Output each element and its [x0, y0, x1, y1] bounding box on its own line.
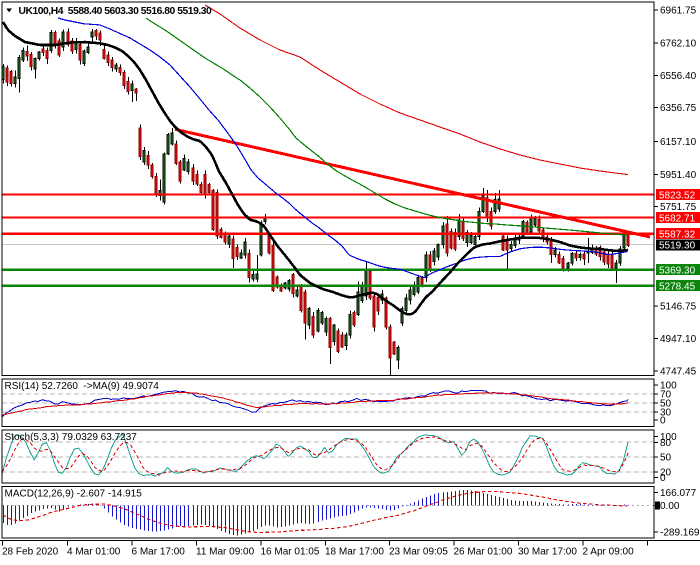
svg-text:80: 80 [660, 438, 672, 449]
svg-text:5146.75: 5146.75 [660, 302, 697, 313]
svg-text:30: 30 [660, 408, 672, 419]
svg-text:20: 20 [660, 468, 672, 479]
svg-text:50: 50 [660, 452, 672, 463]
svg-text:5519.30: 5519.30 [659, 241, 696, 252]
svg-text:5951.40: 5951.40 [660, 170, 697, 181]
svg-text:28 Feb 2020: 28 Feb 2020 [2, 547, 59, 558]
svg-text:RSI(14) 52.7260 ->MA(9) 49.90: RSI(14) 52.7260 ->MA(9) 49.9074 [5, 381, 160, 392]
svg-text:100: 100 [660, 432, 677, 443]
svg-text:Stoch(5,3,3) 79.0329 63.7237: Stoch(5,3,3) 79.0329 63.7237 [5, 432, 138, 443]
svg-text:50: 50 [660, 398, 672, 409]
svg-text:16 Mar 01:05: 16 Mar 01:05 [261, 547, 320, 558]
svg-text:6556.40: 6556.40 [660, 71, 697, 82]
svg-text:26 Mar 01:00: 26 Mar 01:00 [454, 547, 513, 558]
svg-text:0.00: 0.00 [660, 501, 680, 512]
svg-text:6356.75: 6356.75 [660, 103, 697, 114]
svg-text:5278.45: 5278.45 [659, 281, 696, 292]
svg-text:4947.10: 4947.10 [660, 334, 697, 345]
svg-text:6961.75: 6961.75 [660, 6, 697, 17]
svg-text:5751.75: 5751.75 [660, 202, 697, 213]
svg-text:18 Mar 17:00: 18 Mar 17:00 [325, 547, 384, 558]
svg-text:UK100,H4 5588.40 5603.30 5516: UK100,H4 5588.40 5603.30 5516.80 5519.30 [19, 6, 213, 17]
svg-text:4747.45: 4747.45 [660, 367, 697, 378]
svg-text:11 Mar 09:00: 11 Mar 09:00 [196, 547, 255, 558]
svg-text:-289.169: -289.169 [660, 527, 700, 538]
svg-text:30 Mar 17:00: 30 Mar 17:00 [518, 547, 577, 558]
svg-text:100: 100 [660, 380, 677, 391]
svg-text:0: 0 [660, 473, 666, 484]
svg-text:4 Mar 01:00: 4 Mar 01:00 [67, 547, 121, 558]
svg-text:5682.71: 5682.71 [659, 213, 696, 224]
svg-text:5369.30: 5369.30 [659, 265, 696, 276]
svg-text:5587.32: 5587.32 [659, 229, 696, 240]
svg-text:0: 0 [660, 415, 666, 426]
svg-text:6 Mar 17:00: 6 Mar 17:00 [132, 547, 186, 558]
svg-text:MACD(12,26,9) -2.607 -14.915: MACD(12,26,9) -2.607 -14.915 [5, 488, 143, 499]
svg-text:5823.52: 5823.52 [659, 190, 696, 201]
svg-text:2 Apr 09:00: 2 Apr 09:00 [583, 547, 635, 558]
svg-text:166.077: 166.077 [660, 488, 697, 499]
svg-text:23 Mar 09:05: 23 Mar 09:05 [389, 547, 448, 558]
svg-text:6157.10: 6157.10 [660, 137, 697, 148]
svg-text:6762.10: 6762.10 [660, 38, 697, 49]
svg-text:70: 70 [660, 389, 672, 400]
